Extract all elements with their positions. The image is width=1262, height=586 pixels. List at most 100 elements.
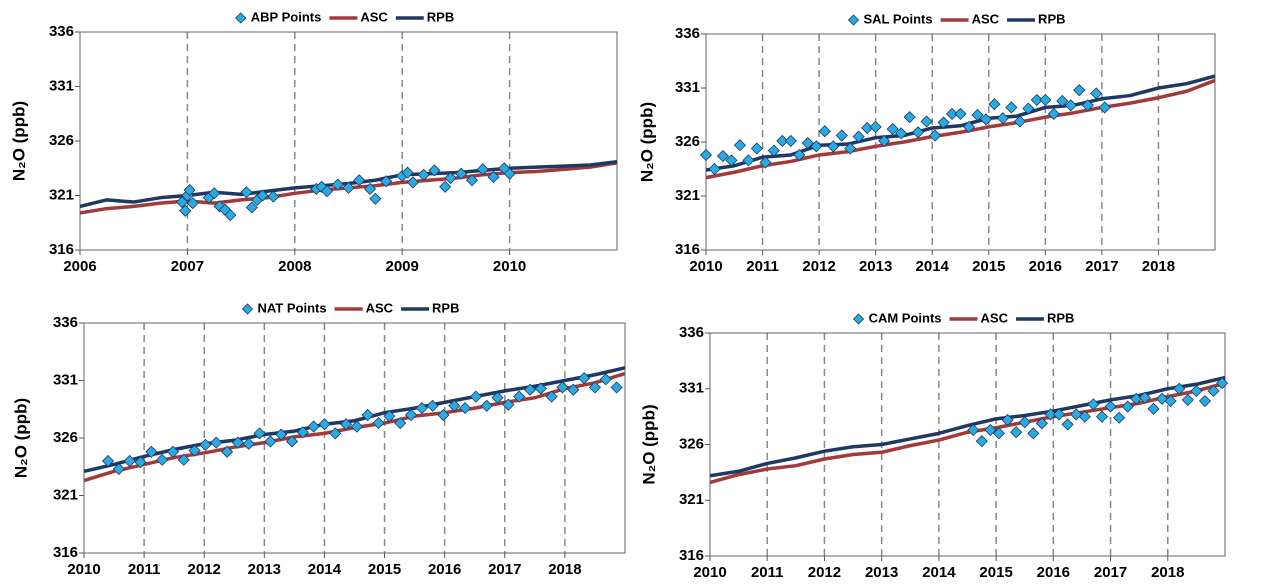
legend-marker bbox=[847, 14, 860, 26]
x-tick-label: 2006 bbox=[63, 258, 96, 275]
data-point bbox=[469, 390, 482, 403]
data-point bbox=[716, 149, 730, 163]
y-tick-label: 316 bbox=[53, 544, 78, 561]
data-point bbox=[145, 445, 158, 458]
legend-label: NAT Points bbox=[258, 300, 327, 315]
legend: SAL Points ASC RPB bbox=[847, 11, 1066, 26]
x-tick-label: 2012 bbox=[188, 561, 221, 578]
data-point bbox=[245, 201, 258, 214]
data-point bbox=[1081, 99, 1094, 112]
panel: 316 321 326 331 336 2006 2007 2008 2009 2010 N₂O (… bbox=[9, 9, 618, 275]
legend-label: RPB bbox=[1038, 11, 1065, 26]
x-tick-label: 2017 bbox=[488, 561, 521, 578]
data-point bbox=[1047, 107, 1060, 120]
x-tick-label: 2014 bbox=[308, 561, 342, 578]
y-axis-label: N₂O (ppb) bbox=[639, 404, 658, 484]
x-tick-label: 2017 bbox=[1094, 564, 1127, 581]
data-point bbox=[852, 130, 865, 143]
data-point bbox=[1056, 94, 1069, 108]
legend-label: ASC bbox=[366, 300, 394, 315]
legend-marker bbox=[241, 303, 254, 315]
plot-frame bbox=[83, 322, 626, 554]
x-tick-label: 2015 bbox=[972, 258, 1005, 275]
data-point bbox=[1030, 93, 1043, 106]
data-point bbox=[224, 209, 237, 222]
data-point bbox=[759, 156, 772, 169]
legend-label: ASC bbox=[972, 11, 1000, 26]
data-point bbox=[895, 127, 908, 140]
y-tick-label: 331 bbox=[53, 371, 78, 388]
data-point bbox=[733, 139, 746, 152]
data-point bbox=[340, 418, 353, 431]
data-point bbox=[231, 436, 244, 449]
data-point bbox=[750, 142, 763, 155]
data-point bbox=[342, 181, 355, 194]
data-point bbox=[818, 125, 831, 138]
data-point bbox=[1013, 115, 1026, 128]
y-tick-label: 316 bbox=[679, 547, 704, 564]
data-point bbox=[1090, 87, 1103, 100]
y-tick-label: 321 bbox=[49, 186, 74, 203]
y-tick-label: 321 bbox=[53, 486, 78, 503]
data-point bbox=[903, 111, 916, 124]
data-point bbox=[545, 390, 558, 403]
data-point bbox=[1216, 377, 1229, 390]
x-tick-label: 2017 bbox=[1085, 258, 1118, 275]
data-point bbox=[1005, 101, 1018, 114]
data-point bbox=[708, 162, 721, 176]
data-point bbox=[285, 435, 299, 448]
data-point bbox=[439, 180, 452, 193]
data-point bbox=[350, 420, 363, 433]
data-point bbox=[513, 390, 526, 403]
y-tick-label: 326 bbox=[675, 133, 700, 150]
data-point bbox=[1121, 400, 1134, 413]
data-point bbox=[945, 107, 959, 120]
data-point bbox=[784, 134, 797, 147]
data-point bbox=[827, 140, 840, 153]
plot-frame bbox=[79, 31, 618, 251]
data-point bbox=[523, 383, 537, 396]
data-point bbox=[487, 170, 500, 184]
y-tick-label: 326 bbox=[53, 429, 78, 446]
x-tick-label: 2012 bbox=[802, 258, 835, 275]
legend-label: RPB bbox=[432, 300, 459, 315]
y-tick-label: 331 bbox=[49, 77, 74, 94]
x-tick-label: 2011 bbox=[128, 561, 161, 578]
data-point bbox=[220, 445, 234, 458]
data-point bbox=[1181, 393, 1194, 406]
data-point bbox=[264, 435, 277, 448]
data-point bbox=[793, 148, 806, 162]
data-point bbox=[394, 416, 407, 430]
data-point bbox=[534, 382, 547, 395]
data-point bbox=[123, 454, 136, 468]
data-point bbox=[937, 116, 950, 129]
x-tick-label: 2016 bbox=[1037, 564, 1070, 581]
x-tick-label: 2018 bbox=[548, 561, 581, 578]
data-point bbox=[1078, 410, 1091, 423]
data-point bbox=[1044, 408, 1057, 421]
data-point bbox=[742, 154, 755, 167]
data-point bbox=[1098, 101, 1111, 114]
legend-label: ABP Points bbox=[251, 9, 322, 24]
data-point bbox=[363, 182, 377, 196]
data-point bbox=[1087, 398, 1100, 411]
data-point bbox=[1207, 384, 1220, 398]
data-point bbox=[1010, 426, 1023, 439]
data-point bbox=[448, 399, 461, 412]
data-point bbox=[502, 398, 515, 411]
data-point bbox=[801, 137, 814, 150]
y-tick-label: 321 bbox=[679, 491, 704, 508]
y-tick-label: 336 bbox=[675, 25, 700, 42]
x-tick-label: 2010 bbox=[67, 561, 100, 578]
data-point bbox=[1138, 391, 1151, 404]
data-point bbox=[556, 381, 569, 394]
x-tick-label: 2016 bbox=[428, 561, 461, 578]
data-point bbox=[1027, 427, 1040, 440]
data-point bbox=[353, 174, 366, 187]
y-tick-label: 326 bbox=[49, 132, 74, 149]
data-point bbox=[1001, 413, 1014, 427]
data-point bbox=[406, 176, 420, 189]
data-point bbox=[886, 122, 899, 136]
data-point bbox=[426, 399, 439, 412]
